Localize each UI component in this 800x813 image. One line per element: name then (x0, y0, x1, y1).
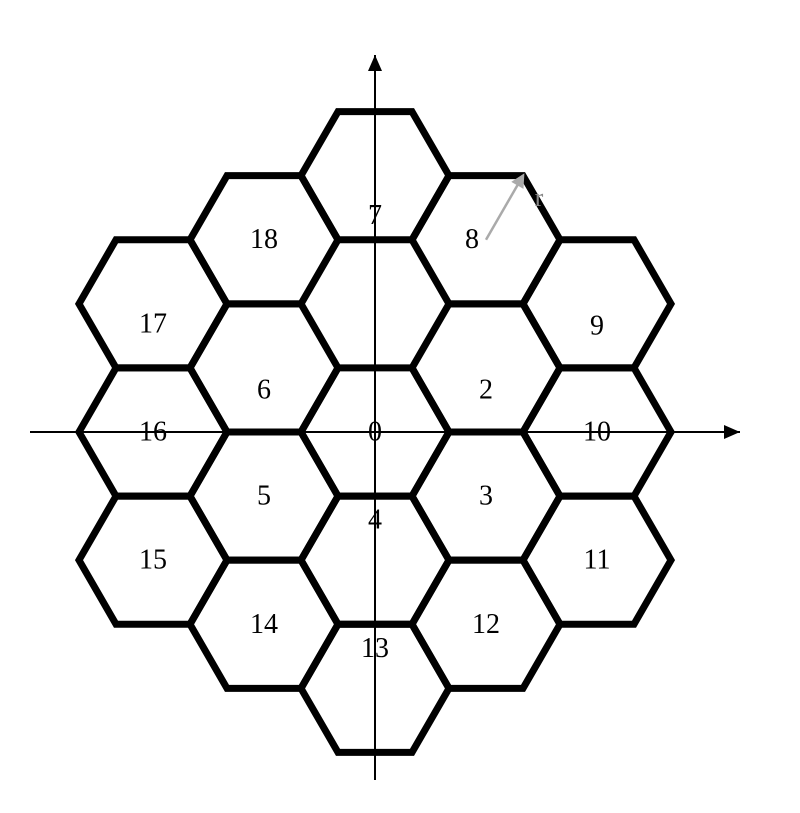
hex-label-9: 9 (590, 310, 604, 341)
hex-label-11: 11 (584, 545, 611, 576)
hex-label-18: 18 (250, 224, 278, 255)
hex-label-0: 0 (368, 417, 382, 448)
hex-label-3: 3 (479, 481, 493, 512)
hex-label-6: 6 (257, 374, 271, 405)
hex-label-8: 8 (465, 224, 479, 255)
hex-label-5: 5 (257, 481, 271, 512)
hexgrid-diagram: r 0 2 3 4 5 6 7 8 9 10 11 12 13 14 15 16 17 18 (0, 0, 800, 813)
hex-label-15: 15 (139, 545, 167, 576)
hex-label-7: 7 (368, 200, 382, 231)
hex-label-10: 10 (583, 417, 611, 448)
hex-cell-9 (523, 240, 671, 368)
axes (30, 55, 740, 780)
y-axis-arrow (368, 55, 382, 71)
x-axis-arrow (724, 425, 740, 439)
hex-label-17: 17 (139, 308, 167, 339)
r-arrow: r (486, 176, 544, 240)
hex-label-13: 13 (361, 633, 389, 664)
hex-label-4: 4 (368, 505, 382, 536)
hex-label-2: 2 (479, 374, 493, 405)
hex-label-14: 14 (250, 609, 278, 640)
r-label: r (535, 183, 544, 212)
hex-label-12: 12 (472, 609, 500, 640)
hex-label-16: 16 (139, 417, 167, 448)
